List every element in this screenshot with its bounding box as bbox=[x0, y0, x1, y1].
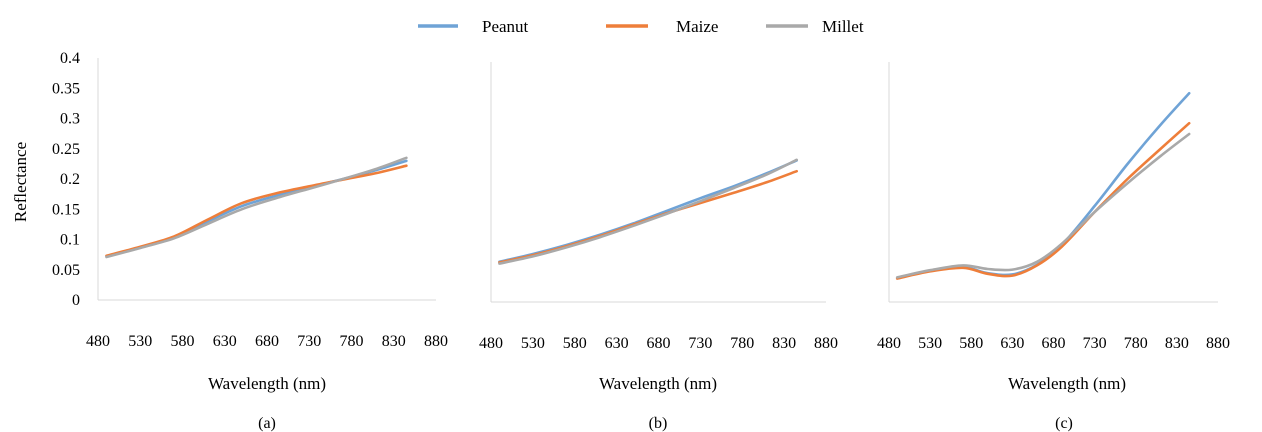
x-tick-label: 830 bbox=[772, 335, 796, 352]
x-tick-label: 780 bbox=[340, 333, 364, 350]
legend-label: Millet bbox=[822, 17, 864, 36]
legend-label: Peanut bbox=[482, 17, 529, 36]
series-line-millet bbox=[895, 132, 1191, 279]
x-tick-label: 680 bbox=[1042, 335, 1066, 352]
series-line-peanut bbox=[498, 159, 798, 264]
x-tick-label: 580 bbox=[959, 335, 983, 352]
y-tick-label: 0.15 bbox=[52, 201, 80, 218]
legend-item-peanut: Peanut bbox=[418, 17, 529, 36]
y-tick-label: 0.1 bbox=[60, 232, 80, 249]
panels: 480 530 580 630 680 730 780 830 880 0 0.05 0.1 0.15 0… bbox=[52, 50, 1230, 432]
y-tick-label: 0 bbox=[72, 292, 80, 309]
x-axis-label: Wavelength (nm) bbox=[599, 374, 717, 393]
x-tick-label: 680 bbox=[255, 333, 279, 350]
x-tick-label: 580 bbox=[171, 333, 195, 350]
x-axis-label: Wavelength (nm) bbox=[208, 374, 326, 393]
x-tick-label: 630 bbox=[605, 335, 629, 352]
x-tick-label: 730 bbox=[688, 335, 712, 352]
x-tick-label: 530 bbox=[521, 335, 545, 352]
y-tick-label: 0.3 bbox=[60, 111, 80, 128]
panel-b: 480 530 580 630 680 730 780 830 880 Wavelength (n… bbox=[479, 62, 838, 432]
y-tick-label: 0.35 bbox=[52, 80, 80, 97]
series-line-millet bbox=[498, 158, 798, 265]
x-tick-label: 530 bbox=[918, 335, 942, 352]
x-tick-label: 630 bbox=[213, 333, 237, 350]
x-tick-label: 480 bbox=[877, 335, 901, 352]
x-tick-label: 780 bbox=[730, 335, 754, 352]
legend-item-maize: Maize bbox=[606, 17, 718, 36]
x-tick-label: 830 bbox=[382, 333, 406, 350]
series-line-maize bbox=[895, 121, 1191, 280]
legend-label: Maize bbox=[676, 17, 718, 36]
legend-item-millet: Millet bbox=[766, 17, 864, 36]
panel-a: 480 530 580 630 680 730 780 830 880 0 0.05 0.1 0.15 0… bbox=[52, 50, 448, 432]
series-line-maize bbox=[105, 164, 408, 258]
series-line-millet bbox=[105, 156, 408, 259]
x-axis-label: Wavelength (nm) bbox=[1008, 374, 1126, 393]
x-tick-label: 880 bbox=[814, 335, 838, 352]
y-tick-label: 0.25 bbox=[52, 141, 80, 158]
y-tick-label: 0.4 bbox=[60, 50, 80, 67]
legend: Peanut Maize Millet bbox=[418, 17, 864, 36]
x-tick-label: 530 bbox=[128, 333, 152, 350]
panel-c: 480 530 580 630 680 730 780 830 880 Wavelength (n… bbox=[877, 62, 1230, 432]
x-tick-label: 580 bbox=[563, 335, 587, 352]
y-tick-label: 0.2 bbox=[60, 171, 80, 188]
x-tick-label: 730 bbox=[297, 333, 321, 350]
x-tick-label: 780 bbox=[1124, 335, 1148, 352]
x-tick-label: 680 bbox=[647, 335, 671, 352]
panel-label: (b) bbox=[649, 415, 668, 432]
series-line-peanut bbox=[895, 91, 1191, 280]
x-tick-label: 880 bbox=[424, 333, 448, 350]
y-tick-label: 0.05 bbox=[52, 262, 80, 279]
x-tick-label: 480 bbox=[86, 333, 110, 350]
x-tick-label: 830 bbox=[1165, 335, 1189, 352]
x-tick-label: 880 bbox=[1206, 335, 1230, 352]
y-axis-label: Reflectance bbox=[11, 142, 30, 222]
panel-label: (c) bbox=[1055, 415, 1073, 432]
x-tick-label: 630 bbox=[1000, 335, 1024, 352]
panel-label: (a) bbox=[258, 415, 276, 432]
x-tick-label: 480 bbox=[479, 335, 503, 352]
x-tick-label: 730 bbox=[1083, 335, 1107, 352]
